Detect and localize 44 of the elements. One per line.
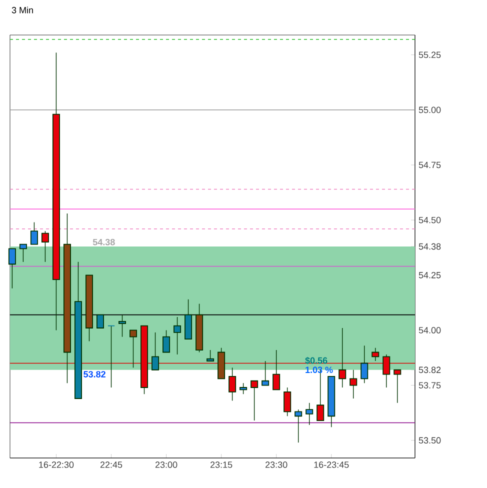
x-tick-label: 16-23:45 xyxy=(314,462,349,468)
x-tick-label: 16-22:30 xyxy=(39,462,74,468)
candlestick xyxy=(206,350,214,362)
candlestick xyxy=(41,230,49,262)
annotation: $0.56 xyxy=(305,356,328,364)
candlestick xyxy=(372,347,380,362)
y-tick-label: 55.00 xyxy=(418,106,441,114)
candlestick xyxy=(306,402,314,426)
candlestick xyxy=(240,382,248,394)
candlestick xyxy=(174,316,182,355)
candlestick xyxy=(96,314,104,328)
candlestick xyxy=(262,360,270,386)
y-tick-label: 54.25 xyxy=(418,272,441,278)
candlestick xyxy=(8,248,16,289)
y-tick-label: 54.00 xyxy=(418,327,441,334)
x-tick-label: 22:45 xyxy=(100,462,122,468)
x-tick-label: 23:00 xyxy=(155,462,178,468)
candlestick xyxy=(130,330,138,368)
candlestick xyxy=(162,330,170,353)
x-tick-label: 23:15 xyxy=(210,462,232,468)
candlestick xyxy=(360,345,368,384)
annotation: 54.38 xyxy=(92,238,115,246)
annotation: 1.03 % xyxy=(306,366,333,374)
y-tick-label: 55.25 xyxy=(418,52,441,58)
candlestick xyxy=(350,370,358,399)
candlestick xyxy=(118,314,126,338)
y-tick-label: 53.82 xyxy=(418,366,441,374)
candlestick xyxy=(294,409,302,443)
y-tick-label: 54.50 xyxy=(418,216,441,224)
candlestick xyxy=(250,380,258,421)
candlestick xyxy=(30,222,38,245)
y-tick-label: 54.75 xyxy=(418,162,441,168)
x-tick-label: 23:30 xyxy=(266,462,288,468)
candlestick xyxy=(284,387,292,416)
annotation: 53.82 xyxy=(84,371,106,378)
y-tick-label: 54.38 xyxy=(418,243,441,250)
candlestick xyxy=(394,369,402,404)
candlestick xyxy=(107,325,115,388)
chart-title: 3 Min xyxy=(12,6,33,14)
y-tick-label: 53.50 xyxy=(418,437,441,444)
candlestick xyxy=(228,367,236,402)
candlestick xyxy=(19,244,27,262)
candlestick xyxy=(152,332,160,370)
y-tick-label: 53.75 xyxy=(418,382,441,388)
